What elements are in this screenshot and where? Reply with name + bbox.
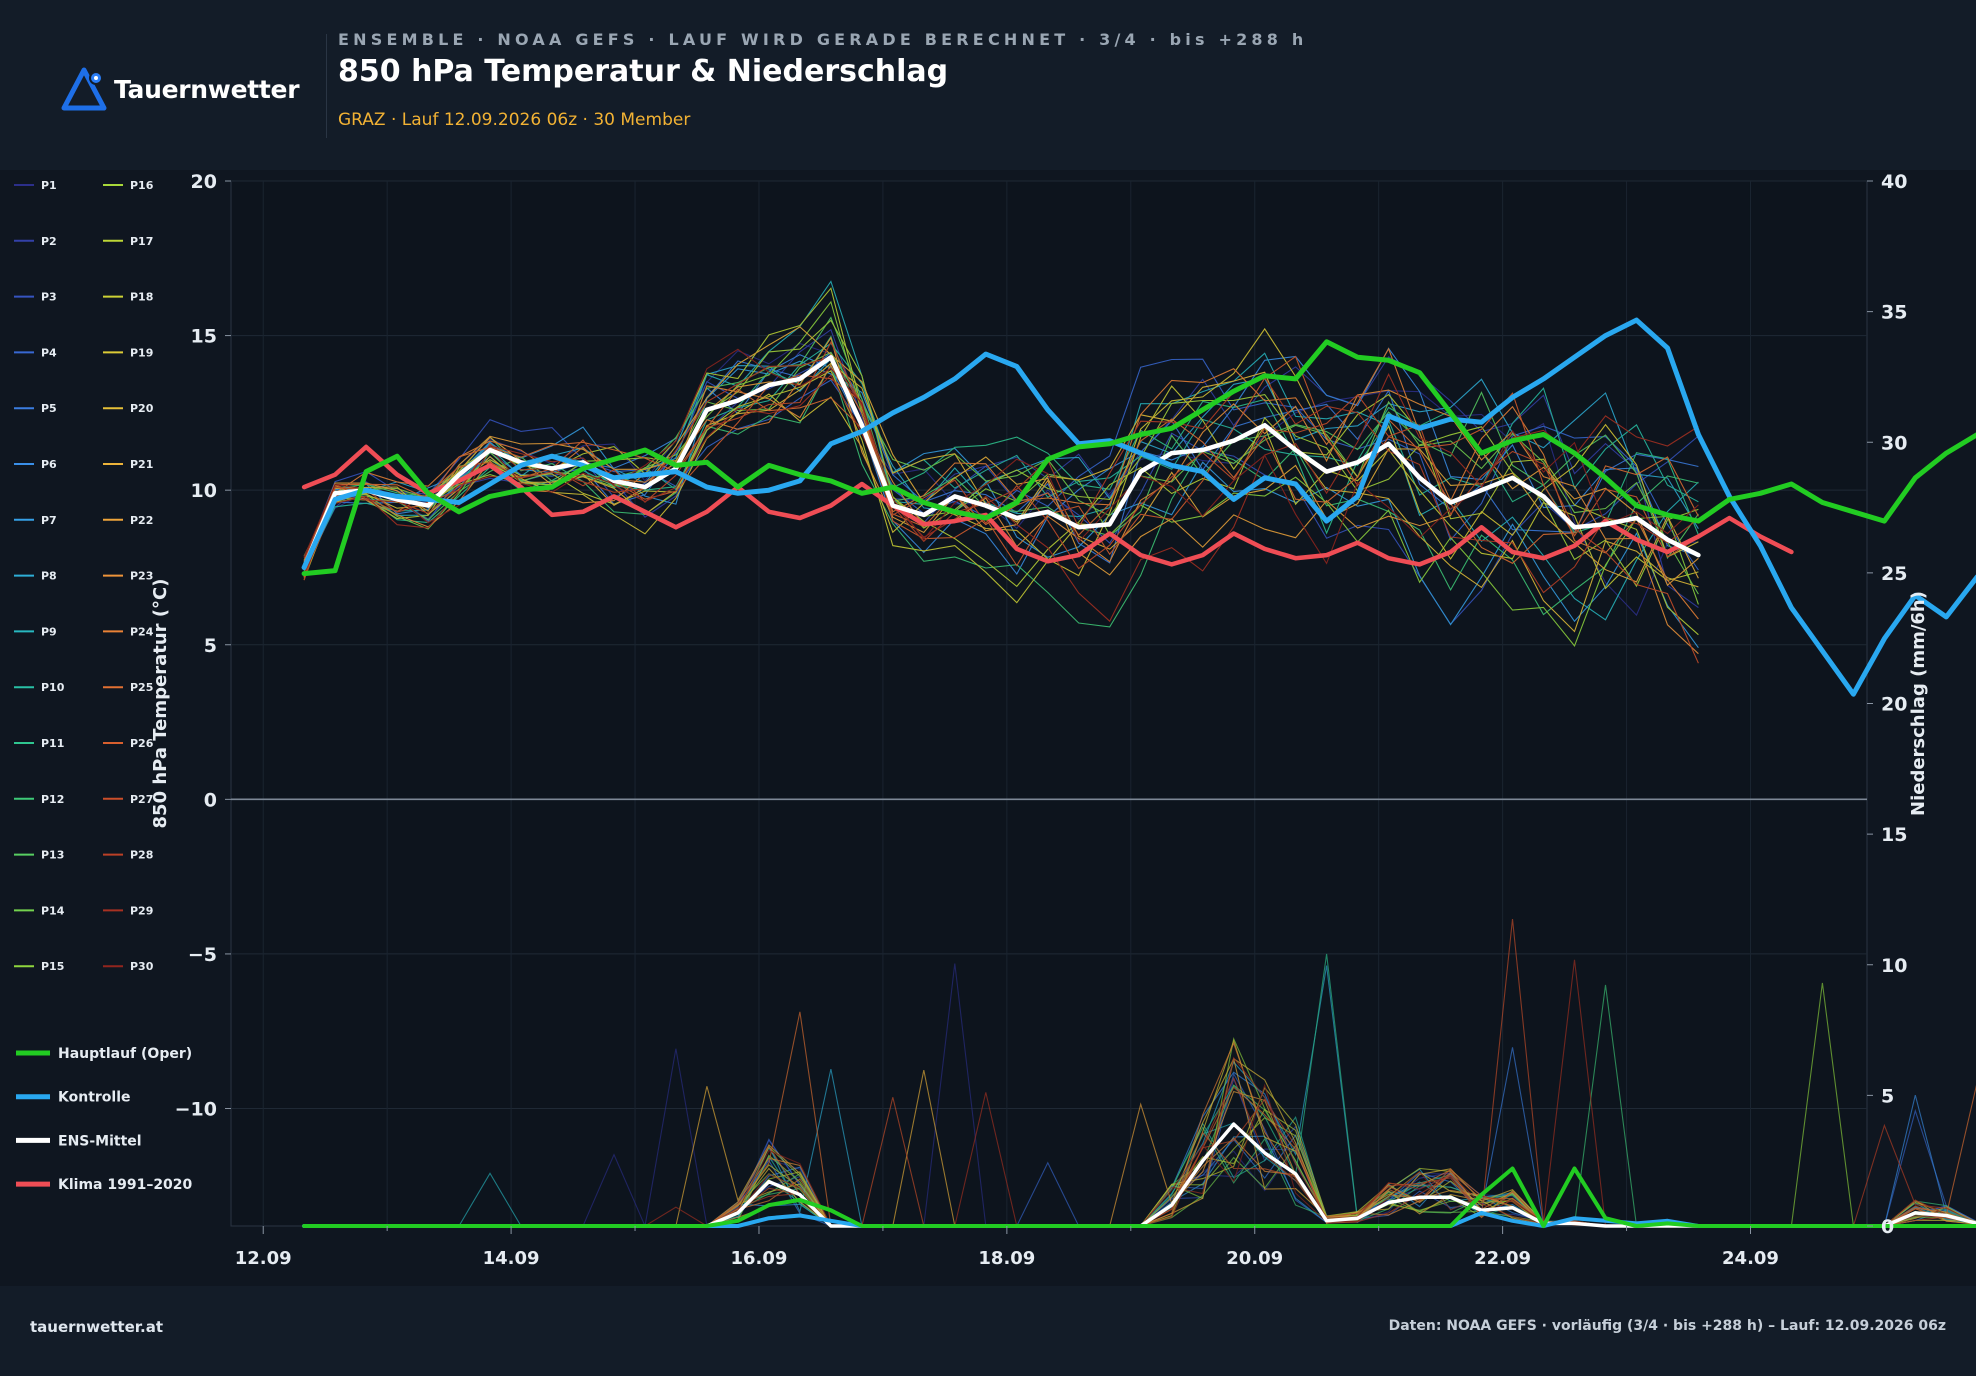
legend-label-p30: P30 bbox=[130, 960, 154, 973]
ensemble-chart: −10 −5 0 5 10 15 20 0 5 10 15 20 25 30 35 40 12.09 14.09 1… bbox=[14, 171, 1976, 1269]
y2-tick-label: 10 bbox=[1881, 955, 1907, 977]
grid-lines bbox=[231, 180, 1867, 1226]
plot-area bbox=[230, 180, 1868, 1227]
footer: tauernwetter.at Daten: NOAA GEFS · vorlä… bbox=[0, 1286, 1976, 1376]
x-tick-label: 16.09 bbox=[731, 1248, 788, 1269]
x-tick-label: 22.09 bbox=[1474, 1248, 1531, 1269]
legend: P1 P2 P3 P4 P5 P6 P7 P8 P9 P10 P11 P12 P13 P14 P15 P16 P… bbox=[14, 179, 193, 1193]
control-temperature-line bbox=[301, 317, 1976, 697]
oper-temperature-line bbox=[301, 339, 1976, 577]
y2-tick-label: 15 bbox=[1881, 824, 1907, 846]
y-tick-label: 5 bbox=[204, 635, 217, 657]
member-line-p25 bbox=[303, 388, 1699, 564]
legend-label-p24: P24 bbox=[130, 625, 154, 638]
x-tick-label: 18.09 bbox=[978, 1248, 1035, 1269]
legend-main-label: Klima 1991–2020 bbox=[58, 1177, 193, 1193]
legend-label-p16: P16 bbox=[130, 179, 154, 192]
legend-label-p8: P8 bbox=[41, 570, 57, 583]
legend-label-p28: P28 bbox=[130, 849, 153, 862]
header: Tauernwetter ENSEMBLE · NOAA GEFS · LAUF… bbox=[0, 0, 1976, 170]
member-line-p14 bbox=[303, 351, 1699, 595]
legend-main-label: Kontrolle bbox=[58, 1090, 131, 1106]
y2-tick-label: 40 bbox=[1881, 171, 1907, 193]
data-source-note: Daten: NOAA GEFS · vorläufig (3/4 · bis … bbox=[1388, 1318, 1946, 1334]
y2-tick-label: 5 bbox=[1881, 1085, 1894, 1107]
legend-label-p12: P12 bbox=[41, 793, 64, 806]
header-divider bbox=[326, 34, 327, 138]
legend-label-p1: P1 bbox=[41, 179, 57, 192]
logo[interactable]: Tauernwetter bbox=[60, 66, 300, 112]
climate-temperature-line bbox=[301, 444, 1794, 567]
legend-label-p9: P9 bbox=[41, 625, 57, 638]
legend-label-p3: P3 bbox=[41, 291, 57, 304]
x-tick-label: 12.09 bbox=[235, 1248, 292, 1269]
y-tick-label: 20 bbox=[191, 171, 217, 193]
legend-label-p14: P14 bbox=[41, 904, 65, 917]
legend-label-p10: P10 bbox=[41, 681, 65, 694]
y2-tick-label: 0 bbox=[1881, 1216, 1894, 1238]
y2-tick-label: 25 bbox=[1881, 563, 1907, 585]
y-tick-label: −5 bbox=[188, 944, 217, 966]
legend-label-p2: P2 bbox=[41, 235, 57, 248]
legend-label-p20: P20 bbox=[130, 402, 154, 415]
y2-tick-label: 30 bbox=[1881, 432, 1907, 454]
legend-label-p15: P15 bbox=[41, 960, 64, 973]
legend-label-p19: P19 bbox=[130, 346, 153, 359]
legend-label-p5: P5 bbox=[41, 402, 57, 415]
main-series bbox=[301, 317, 1976, 1228]
legend-main-label: ENS-Mittel bbox=[58, 1133, 142, 1149]
x-tick-label: 14.09 bbox=[483, 1248, 540, 1269]
axes: −10 −5 0 5 10 15 20 0 5 10 15 20 25 30 35 40 12.09 14.09 1… bbox=[150, 171, 1929, 1269]
legend-label-p21: P21 bbox=[130, 458, 153, 471]
member-line-p6 bbox=[303, 347, 1699, 576]
x-tick-label: 24.09 bbox=[1722, 1248, 1779, 1269]
legend-label-p27: P27 bbox=[130, 793, 153, 806]
y2-axis-title: Niederschlag (mm/6h) bbox=[1908, 591, 1929, 816]
legend-label-p29: P29 bbox=[130, 904, 153, 917]
y2-tick-label: 20 bbox=[1881, 694, 1907, 716]
legend-label-p23: P23 bbox=[130, 570, 153, 583]
member-line-p3 bbox=[303, 356, 1699, 626]
x-tick-label: 20.09 bbox=[1226, 1248, 1283, 1269]
legend-label-p7: P7 bbox=[41, 514, 57, 527]
legend-label-p4: P4 bbox=[41, 346, 57, 359]
legend-label-p13: P13 bbox=[41, 849, 64, 862]
site-link[interactable]: tauernwetter.at bbox=[30, 1318, 164, 1336]
mean-precip-line bbox=[302, 1122, 1976, 1228]
y2-tick-label: 35 bbox=[1881, 302, 1907, 324]
legend-label-p17: P17 bbox=[130, 235, 153, 248]
oper-precip-line bbox=[302, 1166, 1976, 1228]
page-title: 850 hPa Temperatur & Niederschlag bbox=[338, 54, 949, 89]
run-status-kicker: ENSEMBLE · NOAA GEFS · LAUF WIRD GERADE … bbox=[338, 30, 1308, 49]
logo-text: Tauernwetter bbox=[114, 74, 300, 104]
mountain-logo-icon bbox=[61, 67, 107, 111]
y-tick-label: 15 bbox=[191, 326, 217, 348]
legend-label-p22: P22 bbox=[130, 514, 153, 527]
legend-label-p6: P6 bbox=[41, 458, 57, 471]
member-line-p22 bbox=[303, 336, 1699, 587]
location-run-subtitle: GRAZ · Lauf 12.09.2026 06z · 30 Member bbox=[338, 110, 691, 130]
legend-label-p25: P25 bbox=[130, 681, 153, 694]
y-tick-label: 0 bbox=[204, 789, 217, 811]
legend-label-p18: P18 bbox=[130, 291, 153, 304]
y-tick-label: −10 bbox=[175, 1099, 217, 1121]
legend-main-label: Hauptlauf (Oper) bbox=[58, 1046, 192, 1062]
legend-label-p26: P26 bbox=[130, 737, 154, 750]
y-axis-title: 850 hPa Temperatur (°C) bbox=[150, 579, 171, 829]
legend-label-p11: P11 bbox=[41, 737, 64, 750]
y-tick-label: 10 bbox=[191, 480, 217, 502]
